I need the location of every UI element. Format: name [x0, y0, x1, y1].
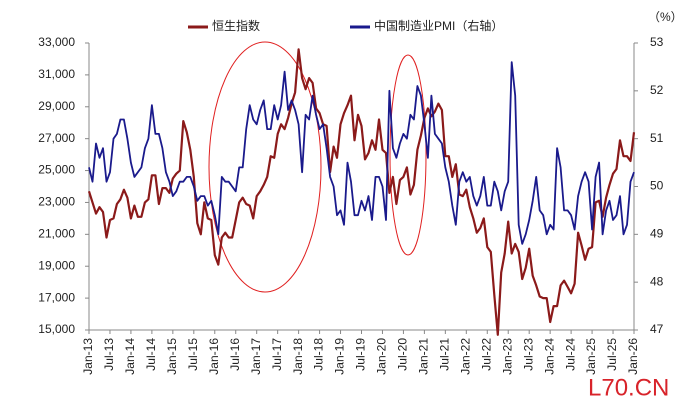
x-tick-label: Jul-23 [521, 338, 535, 371]
x-tick-label: Jul-17 [270, 338, 284, 371]
x-tick-label: Jan-20 [375, 338, 389, 375]
x-tick-label: Jan-17 [249, 338, 263, 375]
y-tick-label: 27,000 [38, 131, 75, 145]
unit-label: （%） [648, 10, 683, 24]
y-tick-label: 31,000 [38, 67, 75, 81]
y-tick-label: 19,000 [38, 258, 75, 272]
x-tick-label: Jan-21 [417, 338, 431, 375]
y2-tick-label: 49 [650, 227, 664, 241]
x-tick-label: Jan-22 [458, 338, 472, 375]
y-tick-label: 21,000 [38, 227, 75, 241]
x-tick-label: Jan-13 [81, 338, 95, 375]
y2-tick-label: 53 [650, 35, 664, 49]
legend-label: 中国制造业PMI（右轴） [374, 18, 503, 33]
x-tick-label: Jan-23 [500, 338, 514, 375]
y2-tick-label: 47 [650, 322, 664, 336]
legend-label: 恒生指数 [212, 18, 260, 33]
x-tick-label: Jul-24 [563, 338, 577, 371]
x-tick-label: Jan-18 [291, 338, 305, 375]
x-tick-label: Jul-19 [354, 338, 368, 371]
highlight-ellipse [208, 41, 322, 293]
y-tick-label: 25,000 [38, 163, 75, 177]
x-tick-label: Jul-21 [438, 338, 452, 371]
series-line [88, 61, 635, 245]
x-tick-label: Jul-25 [605, 338, 619, 371]
y2-tick-label: 50 [650, 179, 664, 193]
x-tick-label: Jul-20 [396, 338, 410, 371]
y2-tick-label: 51 [650, 131, 664, 145]
series-line [87, 48, 636, 336]
x-tick-label: Jan-15 [165, 338, 179, 375]
x-tick-label: Jan-19 [333, 338, 347, 375]
y-tick-label: 29,000 [38, 99, 75, 113]
watermark: L70.CN [588, 374, 669, 401]
y2-tick-label: 48 [650, 274, 664, 288]
y-tick-label: 15,000 [38, 322, 75, 336]
y-tick-label: 33,000 [38, 35, 75, 49]
x-tick-label: Jul-16 [228, 338, 242, 371]
x-tick-label: Jul-14 [144, 338, 158, 371]
y-tick-label: 17,000 [38, 290, 75, 304]
x-tick-label: Jul-15 [186, 338, 200, 371]
x-tick-label: Jul-13 [102, 338, 116, 371]
x-tick-label: Jul-22 [479, 338, 493, 371]
x-tick-label: Jan-26 [626, 338, 640, 375]
x-tick-label: Jan-25 [584, 338, 598, 375]
x-tick-label: Jul-18 [312, 338, 326, 371]
y-tick-label: 23,000 [38, 195, 75, 209]
highlight-ellipse [389, 54, 427, 256]
x-tick-label: Jan-14 [123, 338, 137, 375]
x-tick-label: Jan-16 [207, 338, 221, 375]
y2-tick-label: 52 [650, 83, 664, 97]
x-tick-label: Jan-24 [542, 338, 556, 375]
